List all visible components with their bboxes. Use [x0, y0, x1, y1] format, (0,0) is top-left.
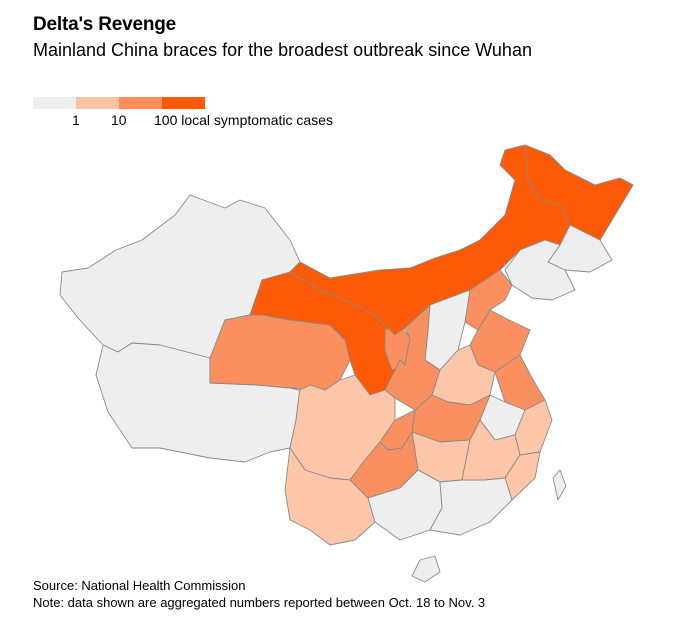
province-heilongjiang — [524, 144, 634, 241]
chart-title: Delta's Revenge — [33, 14, 177, 35]
legend-swatch-mid — [119, 97, 162, 109]
province-guangdong — [429, 477, 513, 536]
legend-swatch-high — [162, 97, 205, 109]
province-taiwan — [552, 469, 567, 501]
legend-swatch-none — [33, 97, 76, 109]
legend-label-1: 1 — [72, 112, 80, 128]
legend-label-100: 100 local symptomatic cases — [154, 112, 333, 128]
chart-subtitle: Mainland China braces for the broadest o… — [33, 40, 532, 60]
province-beijing-hebei — [464, 269, 513, 331]
data-note: Note: data shown are aggregated numbers … — [33, 595, 486, 610]
province-qinghai — [209, 314, 351, 391]
legend-label-10: 10 — [111, 112, 127, 128]
province-yunnan — [284, 447, 376, 546]
province-hainan — [411, 555, 441, 583]
province-liaoning — [504, 239, 576, 301]
source-note: Source: National Health Commission — [33, 578, 246, 593]
legend-swatch-low — [76, 97, 119, 109]
